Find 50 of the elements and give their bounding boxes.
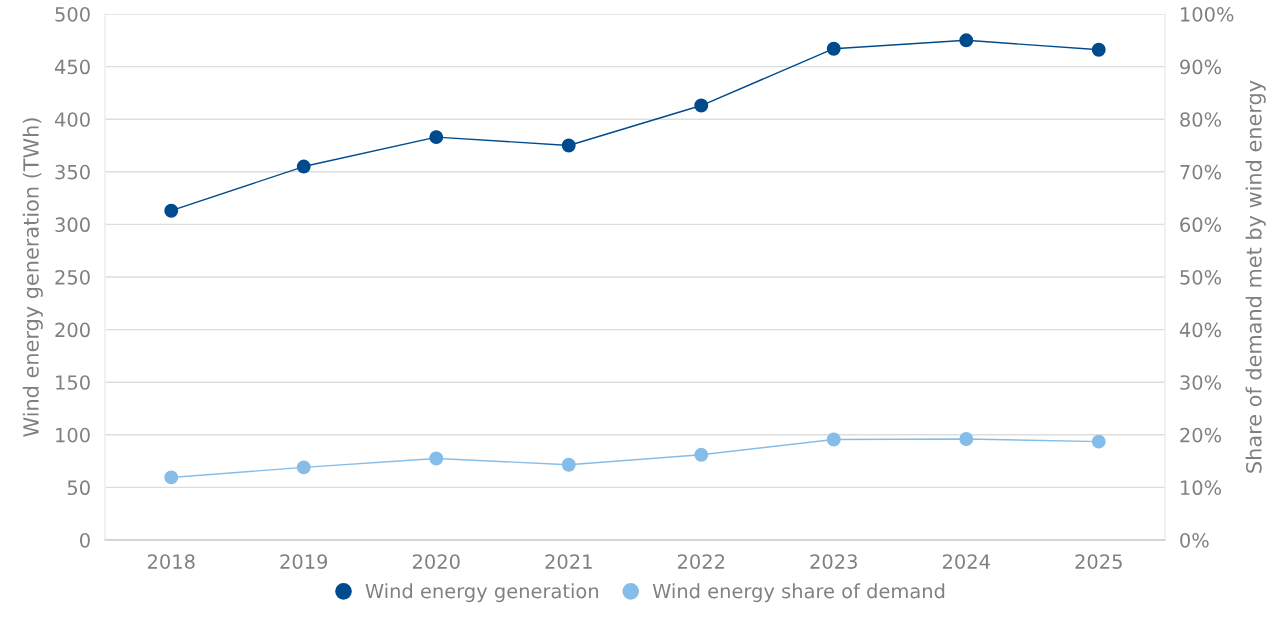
point bbox=[694, 447, 709, 462]
y2-axis-title: Share of demand met by wind energy bbox=[1245, 80, 1266, 473]
x-tick-label: 2025 bbox=[1075, 554, 1122, 569]
point bbox=[1091, 434, 1106, 449]
y-tick-label: 0 bbox=[80, 532, 90, 548]
point bbox=[561, 138, 576, 153]
point bbox=[429, 130, 444, 145]
point bbox=[296, 159, 311, 174]
point bbox=[826, 432, 841, 447]
point bbox=[694, 98, 709, 113]
point bbox=[1091, 42, 1106, 57]
x-tick-label: 2022 bbox=[677, 554, 725, 569]
y-tick-label: 500 bbox=[55, 6, 90, 22]
y2-tick-label: 10% bbox=[1181, 480, 1222, 496]
legend-label: Wind energy generation bbox=[365, 583, 598, 603]
y2-tick-label: 80% bbox=[1180, 112, 1222, 127]
point bbox=[826, 41, 841, 56]
y2-tick-label: 40% bbox=[1179, 322, 1222, 338]
y-tick-label: 350 bbox=[55, 164, 90, 180]
point bbox=[164, 203, 179, 218]
y-tick-label: 400 bbox=[54, 112, 90, 127]
y2-tick-label: 20% bbox=[1180, 427, 1222, 443]
point bbox=[959, 432, 974, 446]
y2-tick-label: 0% bbox=[1180, 532, 1209, 548]
y2-tick-label: 50% bbox=[1180, 269, 1222, 285]
y2-tick-label: 90% bbox=[1180, 59, 1222, 75]
x-tick-label: 2018 bbox=[147, 554, 195, 569]
y-tick-label: 200 bbox=[55, 322, 90, 338]
x-tick-label: 2024 bbox=[942, 554, 990, 569]
point bbox=[164, 470, 179, 485]
point bbox=[296, 460, 311, 475]
point bbox=[561, 457, 576, 472]
x-tick-label: 2020 bbox=[412, 554, 460, 569]
y-tick-label: 250 bbox=[55, 269, 90, 285]
y2-tick-label: 100% bbox=[1181, 6, 1234, 22]
x-tick-label: 2023 bbox=[810, 554, 857, 569]
y-axis-title: Wind energy generation (TWh) bbox=[22, 118, 43, 437]
y-tick-label: 100 bbox=[56, 427, 90, 443]
legend-label: Wind energy share of demand bbox=[652, 583, 945, 603]
point bbox=[959, 33, 974, 48]
y2-tick-label: 70% bbox=[1180, 164, 1222, 180]
point bbox=[429, 451, 444, 466]
y-tick-label: 150 bbox=[56, 375, 90, 390]
y-tick-label: 50 bbox=[67, 480, 90, 496]
y-tick-label: 300 bbox=[55, 217, 90, 233]
y-tick-label: 450 bbox=[54, 59, 90, 75]
y2-tick-label: 60% bbox=[1180, 217, 1222, 233]
x-tick-label: 2019 bbox=[280, 554, 328, 569]
y2-tick-label: 30% bbox=[1180, 375, 1222, 390]
x-tick-label: 2021 bbox=[545, 554, 592, 569]
